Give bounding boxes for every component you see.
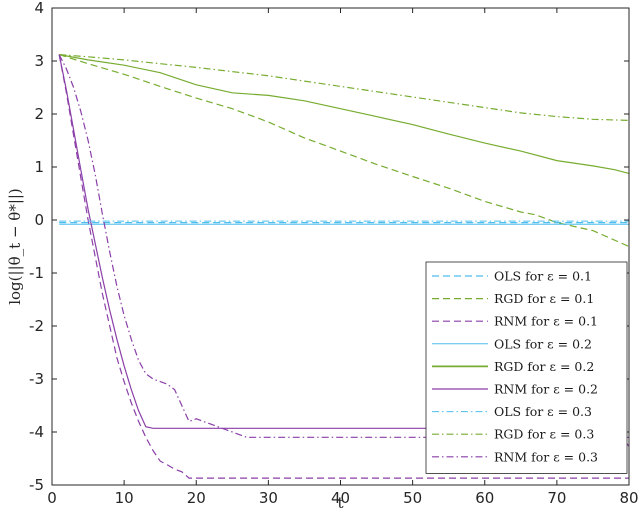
legend-label-5: RGD for ε = 0.2 bbox=[494, 359, 594, 374]
legend: OLS for ε = 0.1 RGD for ε = 0.1 RNM for ε … bbox=[425, 261, 628, 474]
series-line-5 bbox=[59, 54, 630, 174]
x-tick-label: 30 bbox=[259, 489, 278, 507]
legend-label-9: RNM for ε = 0.3 bbox=[494, 449, 598, 464]
x-tick-label: 50 bbox=[403, 489, 422, 507]
x-tick-label: 0 bbox=[47, 489, 57, 507]
y-tick-label: -5 bbox=[29, 476, 44, 494]
legend-label-1: OLS for ε = 0.1 bbox=[494, 269, 592, 284]
y-tick-label: -3 bbox=[29, 370, 44, 388]
x-tick-label: 80 bbox=[619, 489, 638, 507]
legend-label-3: RNM for ε = 0.1 bbox=[494, 314, 598, 329]
legend-label-4: OLS for ε = 0.2 bbox=[494, 336, 592, 351]
y-axis-label: log(||θ_t − θ*||) bbox=[6, 188, 24, 305]
y-tick-label: 3 bbox=[34, 52, 44, 70]
y-tick-label: 0 bbox=[34, 211, 44, 229]
y-tick-label: -2 bbox=[29, 317, 44, 335]
x-axis-label: t bbox=[337, 494, 343, 512]
legend-label-8: RGD for ε = 0.3 bbox=[494, 427, 594, 442]
series-line-2 bbox=[59, 54, 630, 248]
series-layer bbox=[58, 54, 630, 479]
x-tick-label: 70 bbox=[547, 489, 566, 507]
x-tick-label: 20 bbox=[187, 489, 206, 507]
series-line-8 bbox=[59, 54, 630, 121]
series-line-9 bbox=[58, 54, 629, 438]
legend-label-2: RGD for ε = 0.1 bbox=[494, 291, 594, 306]
legend-box bbox=[425, 261, 628, 474]
x-tick-label: 10 bbox=[115, 489, 134, 507]
series-line-3 bbox=[58, 54, 629, 479]
y-tick-label: 1 bbox=[34, 158, 44, 176]
y-tick-label: -1 bbox=[29, 264, 44, 282]
x-tick-label: 60 bbox=[475, 489, 494, 507]
y-tick-label: -4 bbox=[29, 423, 44, 441]
legend-label-6: RNM for ε = 0.2 bbox=[494, 382, 598, 397]
legend-label-7: OLS for ε = 0.3 bbox=[494, 404, 592, 419]
y-tick-label: 4 bbox=[34, 0, 44, 17]
y-tick-label: 2 bbox=[34, 105, 44, 123]
x-tick-label: 40 bbox=[331, 489, 350, 507]
tick-layer: 0 10 20 30 40 50 60 70 80 -5 -4 -3 -2 -1 0 1 2 3 4 bbox=[29, 0, 639, 507]
